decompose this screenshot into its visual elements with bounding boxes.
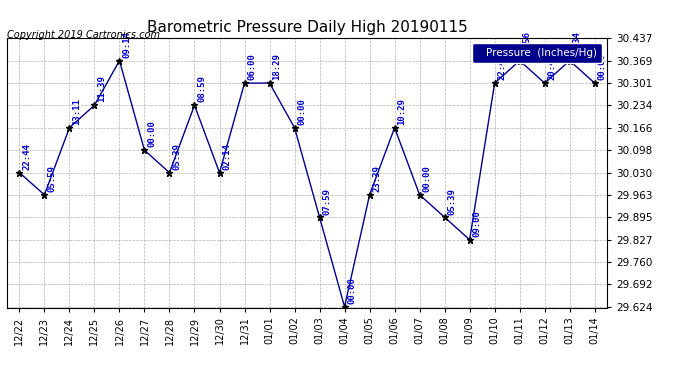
- Text: 00:00: 00:00: [147, 120, 156, 147]
- Text: 05:59: 05:59: [47, 165, 56, 192]
- Legend: Pressure  (Inches/Hg): Pressure (Inches/Hg): [472, 43, 602, 63]
- Text: 23:39: 23:39: [373, 165, 382, 192]
- Text: 18:29: 18:29: [273, 54, 282, 80]
- Text: 22:44: 22:44: [497, 54, 506, 80]
- Text: 08:59: 08:59: [197, 76, 206, 102]
- Text: 13:11: 13:11: [72, 98, 81, 125]
- Text: 05:39: 05:39: [172, 143, 181, 170]
- Text: 00:00: 00:00: [297, 98, 306, 125]
- Text: 00:00: 00:00: [422, 165, 431, 192]
- Text: 08:56: 08:56: [522, 31, 531, 58]
- Text: 09:00: 09:00: [473, 210, 482, 237]
- Text: Copyright 2019 Cartronics.com: Copyright 2019 Cartronics.com: [7, 30, 160, 39]
- Title: Barometric Pressure Daily High 20190115: Barometric Pressure Daily High 20190115: [147, 20, 467, 35]
- Text: 05:39: 05:39: [447, 188, 456, 214]
- Text: 22:44: 22:44: [22, 143, 31, 170]
- Text: 11:39: 11:39: [97, 76, 106, 102]
- Text: 02:14: 02:14: [222, 143, 231, 170]
- Text: 00:00: 00:00: [598, 54, 607, 80]
- Text: 06:00: 06:00: [247, 54, 256, 80]
- Text: 20:44: 20:44: [547, 54, 556, 80]
- Text: 09:14: 09:14: [122, 31, 131, 58]
- Text: 10:29: 10:29: [397, 98, 406, 125]
- Text: 00:00: 00:00: [347, 277, 356, 304]
- Text: 07:59: 07:59: [322, 188, 331, 214]
- Text: 09:34: 09:34: [573, 31, 582, 58]
